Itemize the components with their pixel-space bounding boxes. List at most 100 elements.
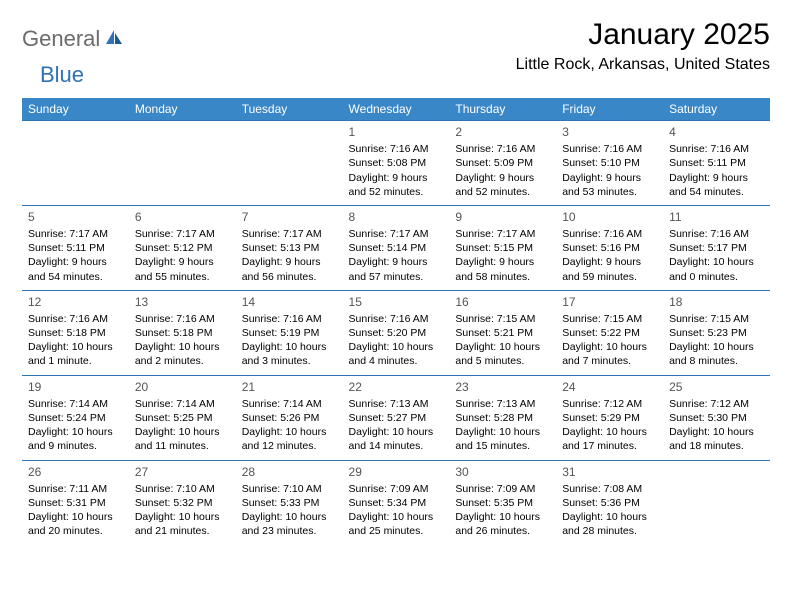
calendar-cell: 1Sunrise: 7:16 AMSunset: 5:08 PMDaylight… — [343, 121, 450, 206]
calendar-cell: 5Sunrise: 7:17 AMSunset: 5:11 PMDaylight… — [22, 205, 129, 290]
day-number: 6 — [135, 209, 230, 225]
calendar-cell — [663, 460, 770, 544]
calendar-cell: 25Sunrise: 7:12 AMSunset: 5:30 PMDayligh… — [663, 375, 770, 460]
calendar-week: 12Sunrise: 7:16 AMSunset: 5:18 PMDayligh… — [22, 290, 770, 375]
day-number: 23 — [455, 379, 550, 395]
calendar-cell: 28Sunrise: 7:10 AMSunset: 5:33 PMDayligh… — [236, 460, 343, 544]
sunset-text: Sunset: 5:28 PM — [455, 411, 550, 425]
daylight-text: Daylight: 9 hours and 55 minutes. — [135, 255, 230, 283]
daylight-text: Daylight: 9 hours and 59 minutes. — [562, 255, 657, 283]
day-header: Monday — [129, 98, 236, 121]
daylight-text: Daylight: 10 hours and 8 minutes. — [669, 340, 764, 368]
sunset-text: Sunset: 5:36 PM — [562, 496, 657, 510]
location: Little Rock, Arkansas, United States — [516, 56, 770, 74]
calendar-cell: 9Sunrise: 7:17 AMSunset: 5:15 PMDaylight… — [449, 205, 556, 290]
month-title: January 2025 — [516, 18, 770, 52]
daylight-text: Daylight: 10 hours and 18 minutes. — [669, 425, 764, 453]
day-header: Saturday — [663, 98, 770, 121]
calendar-week: 19Sunrise: 7:14 AMSunset: 5:24 PMDayligh… — [22, 375, 770, 460]
logo-text-blue: Blue — [40, 62, 84, 88]
day-number: 10 — [562, 209, 657, 225]
sunrise-text: Sunrise: 7:12 AM — [669, 397, 764, 411]
day-number: 3 — [562, 124, 657, 140]
sunrise-text: Sunrise: 7:15 AM — [562, 312, 657, 326]
calendar-cell: 27 Sunrise: 7:10 AMSunset: 5:32 PMDayligh… — [129, 460, 236, 544]
calendar-cell: 23Sunrise: 7:13 AMSunset: 5:28 PMDayligh… — [449, 375, 556, 460]
calendar-body: 1Sunrise: 7:16 AMSunset: 5:08 PMDaylight… — [22, 121, 770, 545]
sunset-text: Sunset: 5:20 PM — [349, 326, 444, 340]
sunset-text: Sunset: 5:11 PM — [669, 156, 764, 170]
sunrise-text: Sunrise: 7:16 AM — [349, 142, 444, 156]
daylight-text: Daylight: 10 hours and 2 minutes. — [135, 340, 230, 368]
day-number: 1 — [349, 124, 444, 140]
sunset-text: Sunset: 5:32 PM — [135, 496, 230, 510]
daylight-text: Daylight: 10 hours and 14 minutes. — [349, 425, 444, 453]
sunset-text: Sunset: 5:16 PM — [562, 241, 657, 255]
calendar-week: 5Sunrise: 7:17 AMSunset: 5:11 PMDaylight… — [22, 205, 770, 290]
sunset-text: Sunset: 5:34 PM — [349, 496, 444, 510]
calendar-cell: 14Sunrise: 7:16 AMSunset: 5:19 PMDayligh… — [236, 290, 343, 375]
calendar-cell: 22Sunrise: 7:13 AMSunset: 5:27 PMDayligh… — [343, 375, 450, 460]
calendar-cell: 13Sunrise: 7:16 AMSunset: 5:18 PMDayligh… — [129, 290, 236, 375]
daylight-text: Daylight: 9 hours and 53 minutes. — [562, 171, 657, 199]
calendar-week: 26Sunrise: 7:11 AMSunset: 5:31 PMDayligh… — [22, 460, 770, 544]
calendar-cell: 8Sunrise: 7:17 AMSunset: 5:14 PMDaylight… — [343, 205, 450, 290]
day-number: 13 — [135, 294, 230, 310]
sunset-text: Sunset: 5:10 PM — [562, 156, 657, 170]
day-number: 7 — [242, 209, 337, 225]
day-number: 8 — [349, 209, 444, 225]
sunrise-text: Sunrise: 7:10 AM — [135, 482, 230, 496]
calendar-cell: 15Sunrise: 7:16 AMSunset: 5:20 PMDayligh… — [343, 290, 450, 375]
day-header: Thursday — [449, 98, 556, 121]
sunset-text: Sunset: 5:21 PM — [455, 326, 550, 340]
sunrise-text: Sunrise: 7:16 AM — [669, 142, 764, 156]
day-number: 12 — [28, 294, 123, 310]
calendar-cell: 18Sunrise: 7:15 AMSunset: 5:23 PMDayligh… — [663, 290, 770, 375]
sunset-text: Sunset: 5:12 PM — [135, 241, 230, 255]
sunset-text: Sunset: 5:25 PM — [135, 411, 230, 425]
daylight-text: Daylight: 10 hours and 7 minutes. — [562, 340, 657, 368]
calendar-cell: 10Sunrise: 7:16 AMSunset: 5:16 PMDayligh… — [556, 205, 663, 290]
sunset-text: Sunset: 5:35 PM — [455, 496, 550, 510]
sunrise-text: Sunrise: 7:16 AM — [562, 142, 657, 156]
calendar-cell: 16Sunrise: 7:15 AMSunset: 5:21 PMDayligh… — [449, 290, 556, 375]
day-header: Wednesday — [343, 98, 450, 121]
sunset-text: Sunset: 5:19 PM — [242, 326, 337, 340]
daylight-text: Daylight: 10 hours and 1 minute. — [28, 340, 123, 368]
day-number: 26 — [28, 464, 123, 480]
sunset-text: Sunset: 5:18 PM — [135, 326, 230, 340]
sunrise-text: Sunrise: 7:17 AM — [242, 227, 337, 241]
sunrise-text: Sunrise: 7:17 AM — [28, 227, 123, 241]
title-block: January 2025 Little Rock, Arkansas, Unit… — [516, 18, 770, 74]
day-number: 4 — [669, 124, 764, 140]
calendar-cell: 31Sunrise: 7:08 AMSunset: 5:36 PMDayligh… — [556, 460, 663, 544]
day-number: 28 — [242, 464, 337, 480]
calendar-cell: 26Sunrise: 7:11 AMSunset: 5:31 PMDayligh… — [22, 460, 129, 544]
day-number: 27 — [135, 464, 230, 480]
calendar-cell: 2Sunrise: 7:16 AMSunset: 5:09 PMDaylight… — [449, 121, 556, 206]
sunrise-text: Sunrise: 7:14 AM — [242, 397, 337, 411]
calendar-cell: 7Sunrise: 7:17 AMSunset: 5:13 PMDaylight… — [236, 205, 343, 290]
sail-icon — [104, 28, 124, 51]
sunrise-text: Sunrise: 7:16 AM — [669, 227, 764, 241]
day-number: 22 — [349, 379, 444, 395]
calendar-table: SundayMondayTuesdayWednesdayThursdayFrid… — [22, 98, 770, 544]
sunrise-text: Sunrise: 7:14 AM — [135, 397, 230, 411]
calendar-cell: 24Sunrise: 7:12 AMSunset: 5:29 PMDayligh… — [556, 375, 663, 460]
day-number: 19 — [28, 379, 123, 395]
calendar-cell: 4Sunrise: 7:16 AMSunset: 5:11 PMDaylight… — [663, 121, 770, 206]
sunset-text: Sunset: 5:30 PM — [669, 411, 764, 425]
day-number: 24 — [562, 379, 657, 395]
daylight-text: Daylight: 10 hours and 5 minutes. — [455, 340, 550, 368]
sunrise-text: Sunrise: 7:13 AM — [455, 397, 550, 411]
day-number: 21 — [242, 379, 337, 395]
day-header: Friday — [556, 98, 663, 121]
daylight-text: Daylight: 10 hours and 28 minutes. — [562, 510, 657, 538]
daylight-text: Daylight: 10 hours and 21 minutes. — [135, 510, 230, 538]
calendar-cell: 29Sunrise: 7:09 AMSunset: 5:34 PMDayligh… — [343, 460, 450, 544]
sunrise-text: Sunrise: 7:13 AM — [349, 397, 444, 411]
calendar-cell: 3 Sunrise: 7:16 AMSunset: 5:10 PMDaylight… — [556, 121, 663, 206]
calendar-cell: 19Sunrise: 7:14 AMSunset: 5:24 PMDayligh… — [22, 375, 129, 460]
calendar-cell — [22, 121, 129, 206]
daylight-text: Daylight: 9 hours and 54 minutes. — [28, 255, 123, 283]
